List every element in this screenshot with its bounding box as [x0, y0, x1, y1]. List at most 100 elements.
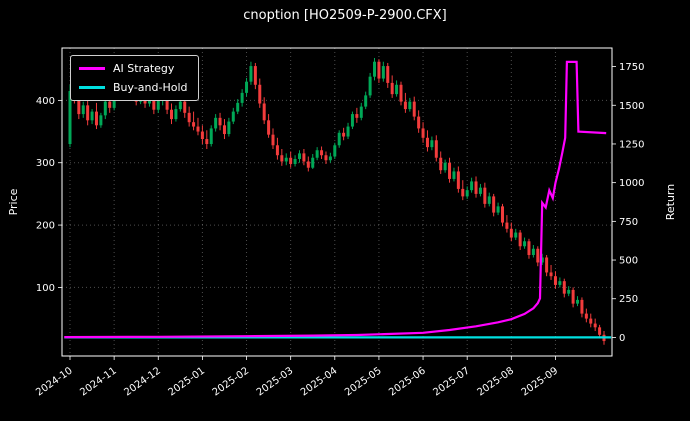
- candle-body-down: [289, 157, 293, 164]
- return-tick-label: 500: [619, 256, 638, 267]
- candle-body-up: [567, 289, 571, 294]
- candle-body-up: [231, 111, 235, 122]
- candle-body-down: [183, 101, 187, 113]
- candle-body-up: [236, 102, 240, 112]
- candle-body-up: [531, 248, 535, 255]
- candle-body-up: [297, 153, 301, 159]
- x-tick-label: 2025-07: [431, 365, 472, 398]
- candle-body-up: [540, 257, 544, 263]
- candle-body-down: [584, 313, 588, 319]
- candle-body-down: [267, 120, 271, 135]
- legend-item-buy-and-hold: Buy-and-Hold: [79, 81, 188, 94]
- candle-body-up: [333, 145, 337, 157]
- candle-body-up: [373, 61, 377, 77]
- candle-body-down: [77, 100, 81, 115]
- candle-body-down: [342, 132, 346, 137]
- buy-and-hold-line-icon: [79, 86, 105, 89]
- candle-body-up: [364, 95, 368, 107]
- candle-body-down: [461, 188, 465, 197]
- candle-body-down: [434, 140, 438, 158]
- return-tick-label: 250: [619, 294, 638, 305]
- x-tick-label: 2024-12: [122, 365, 163, 398]
- candle-body-up: [368, 76, 372, 96]
- candle-body-down: [192, 122, 196, 127]
- price-tick-label: 100: [36, 283, 55, 294]
- candle-body-up: [293, 158, 297, 164]
- candle-body-down: [412, 101, 416, 117]
- candle-body-up: [408, 101, 412, 110]
- candle-body-down: [417, 116, 421, 129]
- return-tick-label: 1250: [619, 139, 644, 150]
- candle-body-up: [68, 91, 72, 145]
- candle-body-down: [580, 299, 584, 314]
- candle-body-down: [94, 111, 98, 126]
- candle-body-down: [593, 323, 597, 328]
- candle-body-down: [258, 84, 262, 104]
- candle-body-down: [165, 95, 169, 110]
- x-tick-label: 2025-06: [387, 365, 428, 398]
- x-tick-label: 2025-05: [343, 365, 384, 398]
- candle-body-up: [558, 281, 562, 285]
- return-tick-label: 1750: [619, 62, 644, 73]
- return-tick-label: 0: [619, 333, 625, 344]
- return-axis-title: Return: [664, 183, 677, 221]
- x-tick-label: 2025-03: [255, 365, 296, 398]
- return-tick-label: 1000: [619, 178, 644, 189]
- x-tick-label: 2025-09: [520, 365, 561, 398]
- candle-body-down: [589, 318, 593, 324]
- candle-body-up: [174, 109, 178, 120]
- candle-body-up: [381, 66, 385, 79]
- chart-title: cnoption [HO2509-P-2900.CFX]: [243, 8, 447, 23]
- candle-body-down: [86, 105, 90, 121]
- candle-body-up: [443, 162, 447, 171]
- candle-body-up: [240, 92, 244, 103]
- candle-body-up: [328, 156, 332, 161]
- candle-body-down: [218, 117, 222, 126]
- candle-body-down: [598, 327, 602, 335]
- candle-body-up: [99, 115, 103, 126]
- candle-body-up: [452, 171, 456, 179]
- candle-body-down: [456, 171, 460, 189]
- candle-body-up: [337, 132, 341, 146]
- ai-strategy-line-icon: [79, 67, 105, 70]
- plot-border: [61, 47, 613, 357]
- candle-body-down: [571, 289, 575, 304]
- candle-body-down: [421, 128, 425, 138]
- legend-item-ai-strategy: AI Strategy: [79, 62, 188, 75]
- candle-body-up: [465, 190, 469, 197]
- candle-body-up: [227, 121, 231, 135]
- candle-body-up: [523, 241, 527, 247]
- candle-body-up: [350, 114, 354, 127]
- candle-body-up: [359, 106, 363, 118]
- candle-body-down: [262, 103, 266, 121]
- x-tick-label: 2025-01: [167, 365, 208, 398]
- x-tick-label: 2024-10: [34, 365, 75, 398]
- candle-body-up: [311, 157, 315, 168]
- candle-body-up: [430, 140, 434, 148]
- candle-body-up: [496, 206, 500, 213]
- candle-body-down: [253, 66, 257, 85]
- candle-body-down: [500, 206, 504, 223]
- series-line-ai-strategy: [64, 60, 607, 339]
- candle-body-down: [196, 126, 200, 132]
- candle-body-down: [399, 84, 403, 102]
- x-tick-label: 2025-02: [211, 365, 252, 398]
- candle-body-down: [492, 196, 496, 213]
- candle-body-down: [536, 248, 540, 263]
- candle-body-down: [505, 222, 509, 229]
- candle-body-up: [315, 150, 319, 158]
- candle-body-up: [346, 126, 350, 137]
- candle-body-up: [249, 66, 253, 82]
- candle-body-down: [553, 276, 557, 285]
- candle-body-down: [170, 109, 174, 120]
- legend: AI Strategy Buy-and-Hold: [70, 55, 199, 101]
- candle-body-down: [527, 241, 531, 255]
- x-tick-label: 2024-11: [78, 365, 119, 398]
- candle-body-down: [355, 114, 359, 118]
- candle-body-down: [403, 101, 407, 110]
- price-tick-label: 200: [36, 221, 55, 232]
- candle-body-down: [377, 61, 381, 79]
- candle-body-down: [205, 139, 209, 145]
- candle-body-down: [108, 101, 112, 108]
- candle-body-up: [214, 117, 218, 129]
